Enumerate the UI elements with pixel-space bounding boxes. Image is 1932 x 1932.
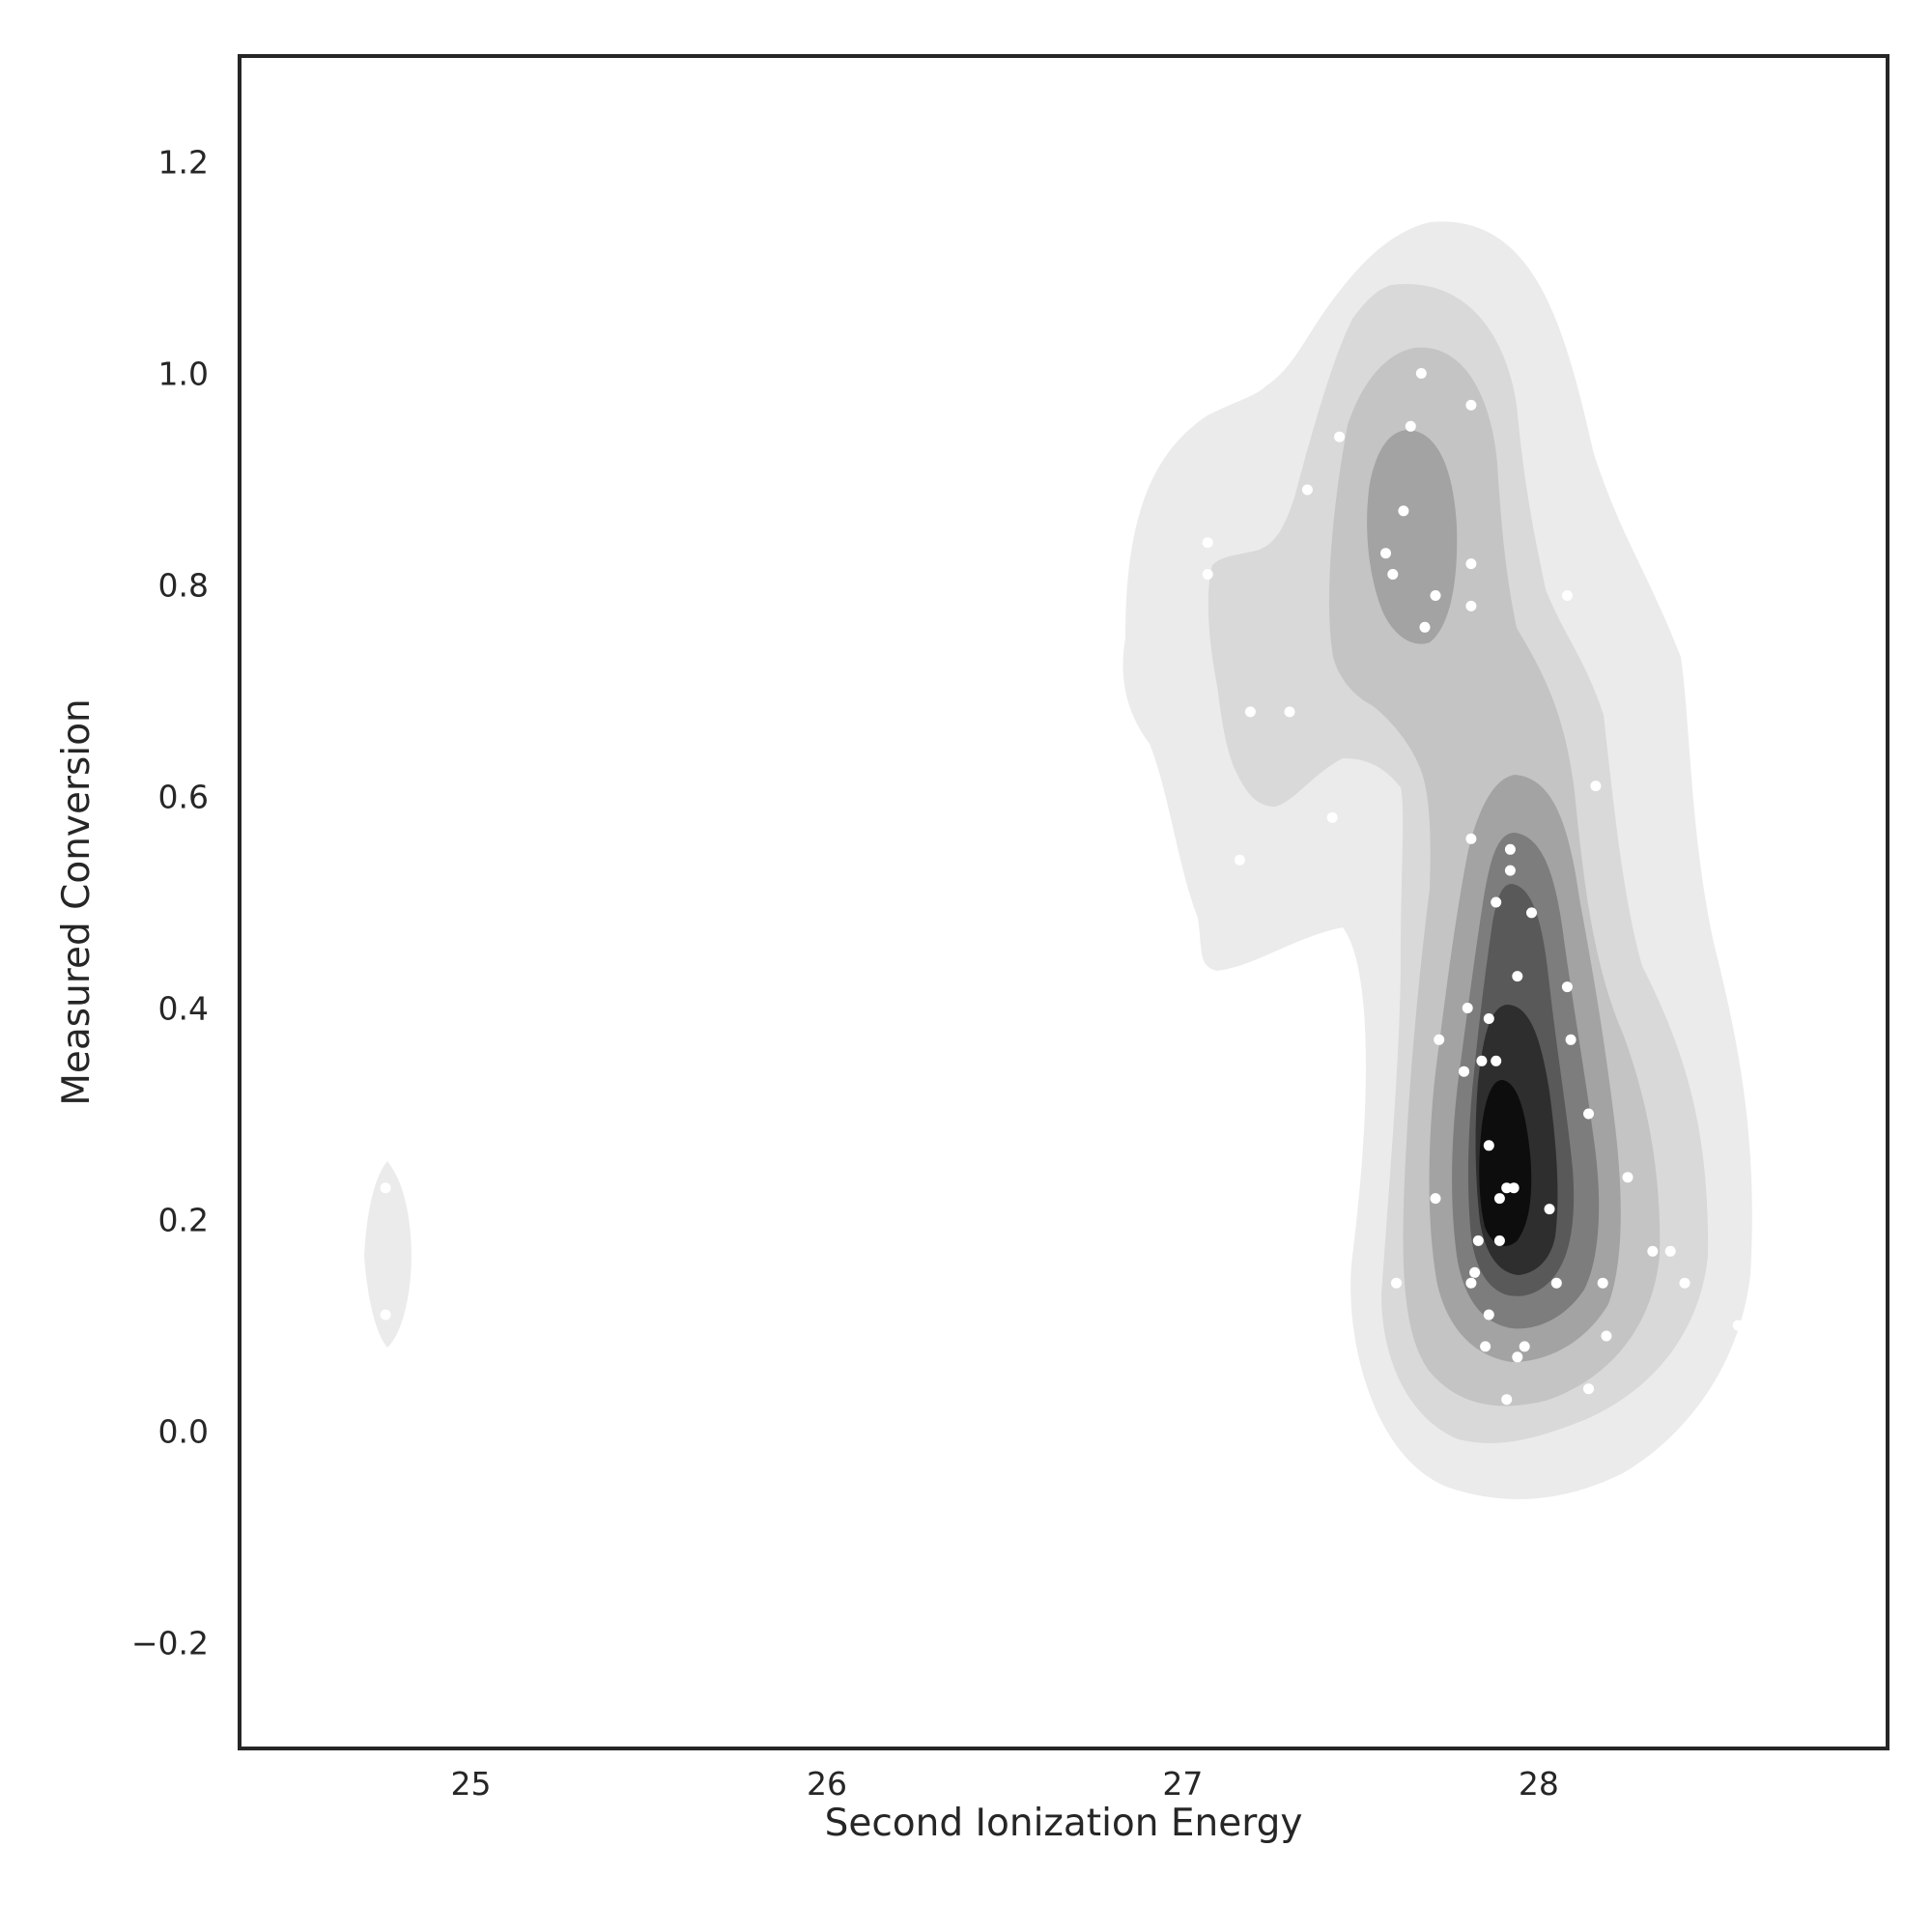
data-point-41 — [1493, 1193, 1505, 1205]
data-point-50 — [1465, 1277, 1477, 1289]
data-point-42 — [1430, 1193, 1441, 1205]
x-tick-label: 26 — [807, 1765, 847, 1803]
data-point-17 — [1465, 399, 1477, 411]
data-point-23 — [1504, 843, 1516, 855]
density-contours — [364, 221, 1752, 1500]
y-tick-label: 1.2 — [158, 144, 209, 182]
data-point-15 — [1430, 590, 1441, 601]
data-point-58 — [1512, 1351, 1523, 1363]
data-point-22 — [1465, 833, 1477, 844]
plot-frame — [238, 54, 1889, 1750]
x-axis-ticks: 25 26 27 28 — [451, 1765, 1559, 1803]
y-tick-label: 0.0 — [158, 1413, 209, 1451]
data-point-35 — [1459, 1065, 1469, 1077]
data-point-44 — [1493, 1235, 1505, 1246]
y-tick-label: 0.6 — [158, 779, 209, 816]
y-axis-label: Measured Conversion — [55, 698, 99, 1106]
data-point-37 — [1483, 1140, 1494, 1151]
data-point-49 — [1469, 1266, 1481, 1278]
data-point-10 — [1380, 548, 1391, 559]
data-point-48 — [1679, 1277, 1690, 1289]
data-point-38 — [1622, 1172, 1634, 1183]
y-tick-label: 1.0 — [158, 355, 209, 393]
data-point-57 — [1480, 1341, 1492, 1352]
data-point-12 — [1398, 505, 1409, 517]
data-point-9 — [1234, 854, 1245, 866]
x-tick-label: 28 — [1519, 1765, 1559, 1803]
data-point-18 — [1465, 558, 1477, 570]
data-point-6 — [1301, 484, 1313, 496]
y-tick-label: −0.2 — [131, 1625, 209, 1662]
data-points — [380, 368, 1744, 1406]
data-point-43 — [1544, 1204, 1555, 1215]
y-axis-ticks: −0.2 0.0 0.2 0.4 0.6 0.8 1.0 1.2 — [131, 144, 209, 1662]
x-axis-label: Second Ionization Energy — [825, 1802, 1303, 1845]
data-point-19 — [1465, 600, 1477, 611]
data-point-16 — [1419, 621, 1431, 633]
data-point-32 — [1565, 1034, 1577, 1045]
data-point-51 — [1550, 1277, 1562, 1289]
data-point-47 — [1647, 1245, 1659, 1257]
data-point-24 — [1504, 865, 1516, 876]
y-tick-label: 0.4 — [158, 990, 209, 1028]
contour-level-1-island — [364, 1161, 412, 1348]
contour-level-8 — [1479, 1080, 1532, 1246]
data-point-26 — [1526, 907, 1537, 919]
data-point-34 — [1491, 1055, 1502, 1066]
data-point-40 — [1508, 1182, 1520, 1194]
data-point-8 — [1326, 811, 1338, 823]
data-point-33 — [1476, 1055, 1488, 1066]
data-point-36 — [1583, 1108, 1594, 1120]
data-point-13 — [1405, 420, 1416, 432]
data-point-4 — [1244, 706, 1256, 718]
y-tick-label: 0.2 — [158, 1202, 209, 1239]
data-point-27 — [1512, 971, 1523, 982]
x-tick-label: 25 — [451, 1765, 492, 1803]
data-point-53 — [1391, 1277, 1402, 1289]
data-point-59 — [1583, 1383, 1594, 1395]
data-point-11 — [1387, 569, 1399, 580]
data-point-21 — [1590, 781, 1602, 792]
data-point-54 — [1483, 1309, 1494, 1321]
data-point-20 — [1561, 590, 1573, 601]
data-point-25 — [1491, 896, 1502, 908]
data-point-2 — [1202, 537, 1213, 549]
y-tick-label: 0.8 — [158, 567, 209, 605]
data-point-28 — [1561, 981, 1573, 993]
data-point-5 — [1284, 706, 1295, 718]
data-point-1 — [380, 1309, 391, 1321]
data-point-30 — [1483, 1013, 1494, 1024]
x-tick-label: 27 — [1162, 1765, 1203, 1803]
data-point-3 — [1202, 569, 1213, 580]
data-point-56 — [1519, 1341, 1530, 1352]
data-point-45 — [1472, 1235, 1484, 1246]
data-point-52 — [1597, 1277, 1608, 1289]
data-point-29 — [1462, 1003, 1473, 1013]
data-point-7 — [1334, 431, 1346, 442]
data-point-46 — [1664, 1245, 1676, 1257]
data-point-31 — [1434, 1034, 1445, 1045]
data-point-60 — [1501, 1394, 1513, 1406]
data-point-61 — [1732, 1320, 1744, 1331]
data-point-55 — [1601, 1330, 1612, 1342]
data-point-0 — [380, 1182, 391, 1194]
data-point-14 — [1415, 368, 1427, 379]
